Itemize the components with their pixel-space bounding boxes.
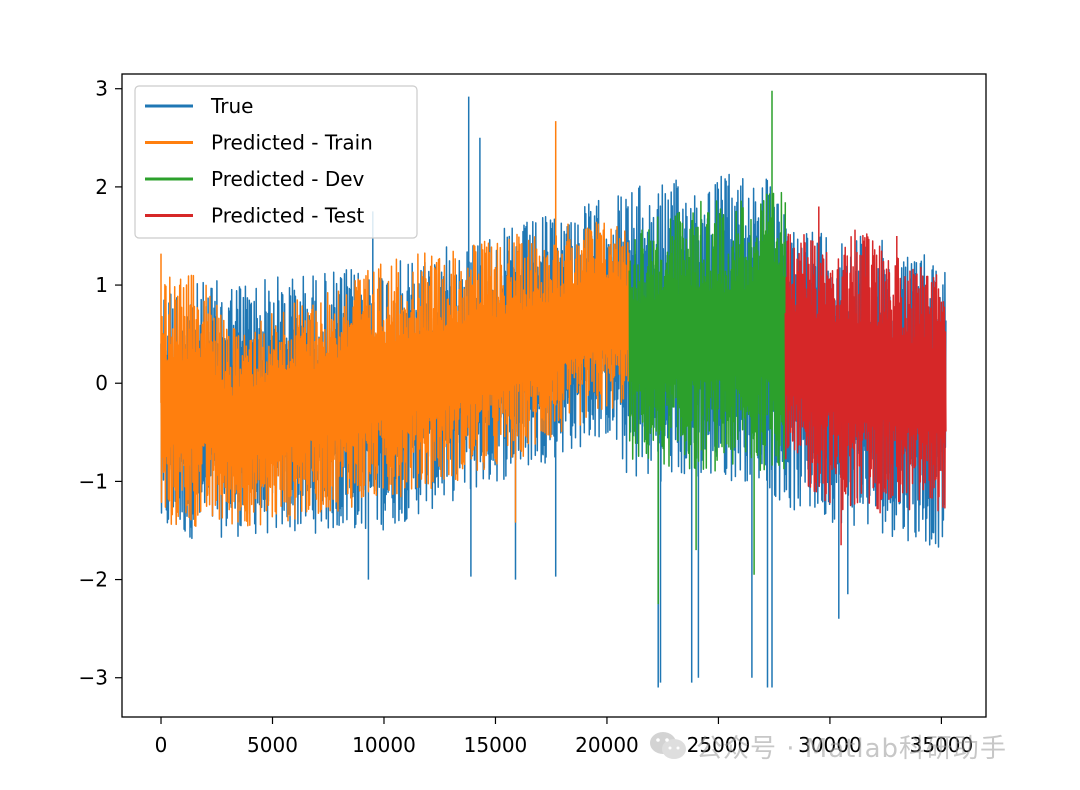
x-tick-label: 15000 xyxy=(464,733,528,757)
y-axis: 3 2 1 0 −1 −2 −3 xyxy=(79,77,122,690)
x-tick-label: 20000 xyxy=(575,733,639,757)
legend-label: Predicted - Train xyxy=(211,131,373,155)
legend: True Predicted - Train Predicted - Dev Pred… xyxy=(134,85,418,239)
y-tick-label: −1 xyxy=(79,469,108,493)
legend-label: Predicted - Dev xyxy=(211,167,365,191)
series-line-predicted-train xyxy=(160,121,631,528)
watermark-text: 公众号 · Matlab科研助手 xyxy=(696,733,1008,764)
plot-frame xyxy=(121,73,987,718)
legend-label: Predicted - Test xyxy=(211,204,364,228)
plot-area xyxy=(160,90,947,688)
series-line-predicted-dev xyxy=(628,90,787,605)
legend-label: True xyxy=(210,94,253,118)
y-tick-label: 3 xyxy=(95,77,108,101)
x-tick-label: 35000 xyxy=(910,733,974,757)
wechat-icon xyxy=(650,732,686,759)
y-tick-label: −2 xyxy=(79,568,108,592)
series-line-predicted-test xyxy=(784,206,947,546)
y-tick-label: 0 xyxy=(95,371,108,395)
x-tick-label: 25000 xyxy=(687,733,751,757)
legend-box xyxy=(134,85,418,239)
y-tick-label: 2 xyxy=(95,175,108,199)
y-tick-label: 1 xyxy=(95,273,108,297)
x-tick-label: 30000 xyxy=(798,733,862,757)
x-axis: 0 5000 10000 15000 20000 25000 30000 35000 xyxy=(155,717,974,757)
y-tick-label: −3 xyxy=(79,666,108,690)
x-tick-label: 10000 xyxy=(352,733,416,757)
watermark: 公众号 · Matlab科研助手 xyxy=(648,724,1007,768)
x-tick-label: 5000 xyxy=(247,733,298,757)
x-tick-label: 0 xyxy=(155,733,168,757)
